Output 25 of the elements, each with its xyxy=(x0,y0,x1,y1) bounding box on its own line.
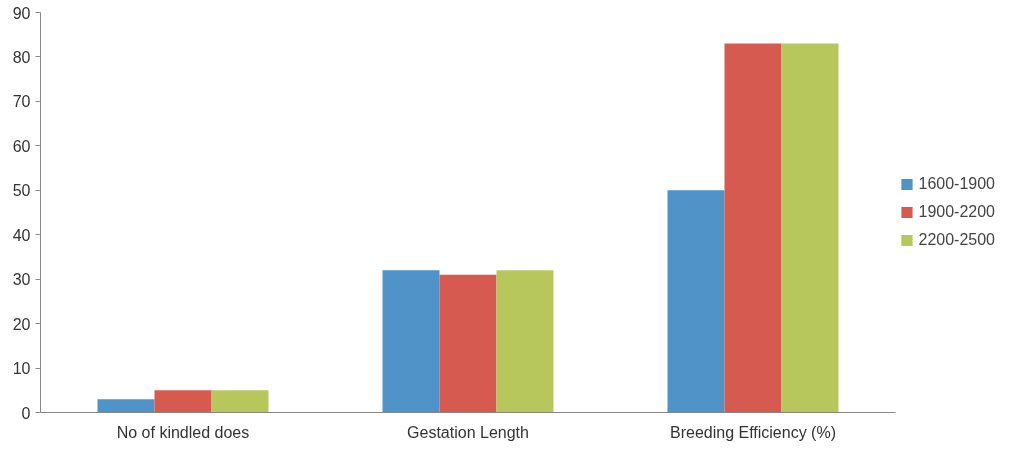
x-tick-label: No of kindled does xyxy=(116,423,250,441)
y-tick-label: 20 xyxy=(12,315,31,333)
y-tick-label: 30 xyxy=(12,271,31,289)
y-tick-label: 10 xyxy=(12,360,31,378)
y-tick-label: 40 xyxy=(12,226,31,244)
x-tick-label: Gestation Length xyxy=(407,423,529,441)
y-tick-label: 90 xyxy=(12,4,31,22)
legend-label: 1600-1900 xyxy=(918,175,995,193)
bar xyxy=(724,43,782,413)
bar xyxy=(781,43,839,413)
bar xyxy=(97,399,155,413)
bar xyxy=(439,274,497,413)
bar xyxy=(154,390,212,413)
x-tick-label: Breeding Efficiency (%) xyxy=(669,423,836,441)
legend-label: 2200-2500 xyxy=(918,231,995,249)
bar xyxy=(667,190,725,413)
y-tick-label: 80 xyxy=(12,48,31,66)
bar xyxy=(496,270,554,413)
legend-label: 1900-2200 xyxy=(918,203,995,221)
y-tick-label: 70 xyxy=(12,93,31,111)
bar xyxy=(211,390,269,413)
y-tick-label: 60 xyxy=(12,137,31,155)
y-tick-label: 0 xyxy=(21,404,31,422)
y-tick-label: 50 xyxy=(12,182,31,200)
bar xyxy=(382,270,440,413)
